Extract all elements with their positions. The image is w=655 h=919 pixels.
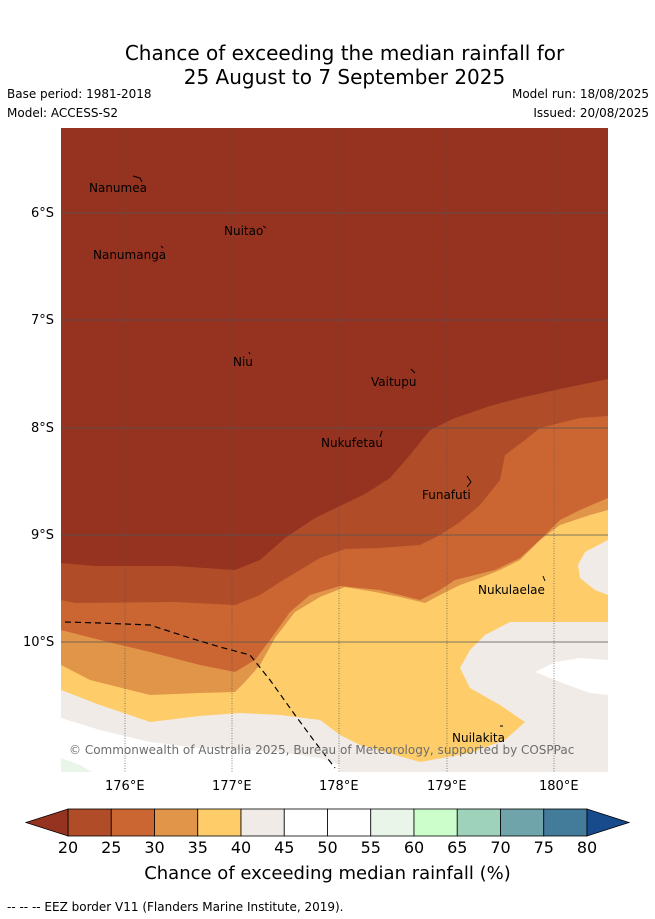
lat-label-8s: 8°S <box>31 421 55 436</box>
island-label-nukulaelae: Nukulaelae <box>478 583 545 597</box>
colorbar-tick-label: 35 <box>187 838 208 857</box>
region-40-45 <box>61 622 608 772</box>
colorbar-tick-label: 65 <box>447 838 468 857</box>
colorbar-low-extend <box>24 808 69 837</box>
island-shape <box>410 368 416 374</box>
chart-title-line2: 25 August to 7 September 2025 <box>183 65 506 89</box>
region-45-55 <box>61 718 340 772</box>
map-fill-layer <box>61 128 608 772</box>
island-labels: Nanumea Nuitao Nanumanga Niu Vaitupu Nuk… <box>89 181 545 745</box>
colorbar-high-extend <box>586 808 631 837</box>
colorbar-tick-label: 40 <box>230 838 252 857</box>
colorbar-segment <box>67 808 112 837</box>
lon-label-179e: 179°E <box>427 779 467 794</box>
island-label-nuilakita: Nuilakita <box>452 731 505 745</box>
colorbar-segment <box>456 808 501 837</box>
island-label-nanumanga: Nanumanga <box>93 248 166 262</box>
colorbar-segment <box>370 808 415 837</box>
model-run-label: Model run: 18/08/2025 <box>511 87 649 101</box>
copyright-notice: © Commonwealth of Australia 2025, Bureau… <box>69 743 574 757</box>
island-shape <box>160 245 164 249</box>
lat-label-9s: 9°S <box>31 528 55 543</box>
chart-title-line1: Chance of exceeding the median rainfall … <box>124 41 565 65</box>
colorbar-tick-label: 75 <box>533 838 554 857</box>
island-shape <box>248 351 251 355</box>
island-label-niu: Niu <box>233 355 253 369</box>
lon-label-178e: 178°E <box>319 779 359 794</box>
issued-label: Issued: 20/08/2025 <box>533 106 649 120</box>
island-label-vaitupu: Vaitupu <box>371 375 417 389</box>
colorbar <box>24 808 631 837</box>
island-shape <box>262 225 267 229</box>
region-40-45-east <box>578 540 608 595</box>
island-shape <box>379 430 383 438</box>
colorbar-segment <box>283 808 328 837</box>
model-label: Model: ACCESS-S2 <box>7 106 119 120</box>
colorbar-title: Chance of exceeding median rainfall (%) <box>144 863 511 884</box>
graticule <box>61 128 608 772</box>
region-55-60 <box>61 758 92 772</box>
colorbar-tick-label: 20 <box>57 838 79 857</box>
lat-label-6s: 6°S <box>31 206 55 221</box>
lon-label-177e: 177°E <box>212 779 252 794</box>
base-period-label: Base period: 1981-2018 <box>7 87 152 101</box>
island-shape <box>466 475 472 488</box>
region-45-55-east <box>535 658 608 695</box>
colorbar-tick-label: 55 <box>360 838 381 857</box>
colorbar-tick-label: 80 <box>576 838 598 857</box>
island-shape <box>132 175 143 183</box>
colorbar-tick-label: 60 <box>403 838 425 857</box>
colorbar-segment <box>154 808 199 837</box>
colorbar-segment <box>110 808 155 837</box>
colorbar-tick-label: 25 <box>101 838 122 857</box>
colorbar-segment <box>500 808 545 837</box>
eez-note: -- -- -- EEZ border V11 (Flanders Marine… <box>7 900 344 914</box>
colorbar-segment <box>197 808 242 837</box>
island-shapes <box>132 175 546 727</box>
island-label-nanumea: Nanumea <box>89 181 147 195</box>
colorbar-tick-label: 50 <box>317 838 338 857</box>
island-shape <box>542 575 546 582</box>
region-35-40 <box>61 510 608 772</box>
lon-label-176e: 176°E <box>105 779 145 794</box>
island-label-nukufetau: Nukufetau <box>321 436 383 450</box>
island-label-funafuti: Funafuti <box>422 488 471 502</box>
eez-border <box>64 621 336 769</box>
colorbar-tick-label: 30 <box>144 838 165 857</box>
colorbar-segment <box>240 808 285 837</box>
lon-label-180e: 180°E <box>539 779 579 794</box>
colorbar-tick-label: 70 <box>490 838 511 857</box>
colorbar-segment <box>543 808 588 837</box>
lat-label-10s: 10°S <box>23 635 55 650</box>
colorbar-segment <box>413 808 458 837</box>
colorbar-tick-label: 45 <box>274 838 295 857</box>
colorbar-segment <box>327 808 372 837</box>
lat-label-7s: 7°S <box>31 313 55 328</box>
island-label-nuitao: Nuitao <box>224 224 263 238</box>
